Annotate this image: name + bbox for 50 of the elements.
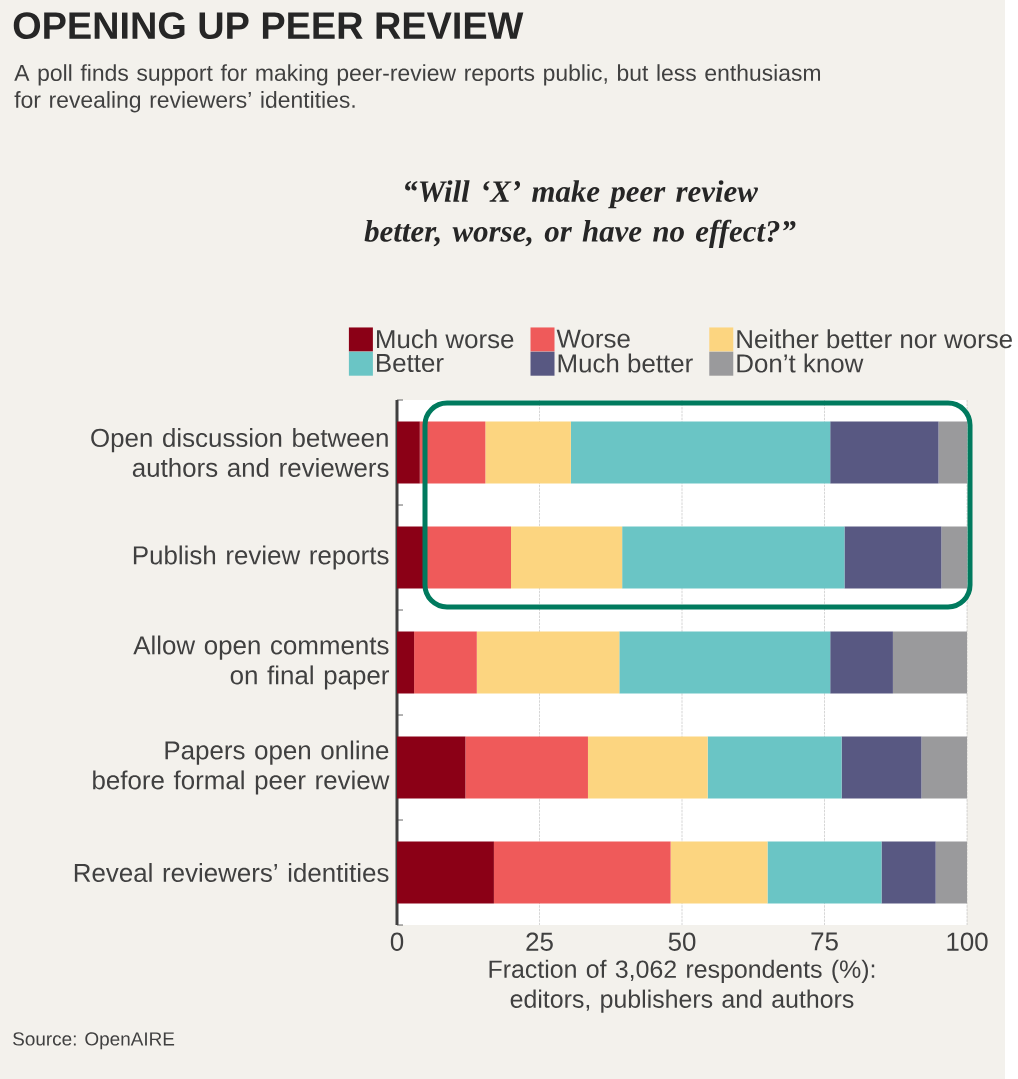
bar bbox=[941, 526, 967, 589]
x-axis-title: Fraction of 3,062 respondents (%): editors, publishers and authors bbox=[489, 959, 875, 1013]
y-tick-label: Allow open comments on final paper bbox=[133, 635, 389, 690]
bar bbox=[622, 526, 845, 589]
bar bbox=[670, 841, 768, 904]
x-tick-label: 50 bbox=[668, 932, 696, 951]
bar bbox=[892, 631, 967, 694]
bar bbox=[830, 421, 939, 484]
bar bbox=[485, 421, 571, 484]
bar bbox=[414, 631, 477, 694]
bar bbox=[707, 736, 842, 799]
x-tick-label: 75 bbox=[811, 932, 838, 951]
bar bbox=[938, 421, 967, 484]
bar bbox=[476, 631, 620, 694]
bar bbox=[935, 841, 967, 904]
bar bbox=[844, 526, 942, 589]
y-tick-label: Publish review reports bbox=[133, 545, 389, 570]
bar bbox=[587, 736, 708, 799]
legend-label: Better bbox=[376, 354, 444, 373]
bar bbox=[881, 841, 936, 904]
bar bbox=[396, 841, 494, 904]
bar bbox=[396, 421, 420, 484]
legend-label: Much worse bbox=[376, 329, 514, 349]
bar bbox=[619, 631, 831, 694]
bar bbox=[830, 631, 893, 694]
bar bbox=[510, 526, 623, 589]
legend-label: Much better bbox=[558, 353, 693, 373]
y-tick-label: Open discussion between authors and reviewers bbox=[91, 428, 389, 477]
text: “Will ‘X’ make peer review better, worse, or have no effect?” bbox=[364, 180, 796, 249]
bar bbox=[465, 736, 588, 799]
bar bbox=[570, 421, 831, 484]
bar bbox=[767, 841, 882, 904]
source-note: Source: OpenAIRE bbox=[13, 1032, 175, 1050]
legend-label: Neither better nor worse bbox=[737, 329, 1012, 349]
x-tick-label: 100 bbox=[947, 932, 988, 951]
chart-title: OPENING UP PEER REVIEW bbox=[13, 12, 524, 40]
x-tick-label: 0 bbox=[390, 932, 404, 951]
y-tick-label: Papers open online before formal peer review bbox=[93, 740, 390, 795]
bar bbox=[396, 631, 415, 694]
chart-subtitle: A poll finds support for making peer-review reports public, but less enthusiasm for revealing reviewers’ identities. bbox=[14, 64, 820, 113]
y-tick-label: Reveal reviewers’ identities bbox=[74, 863, 389, 883]
legend-label: Don’t know bbox=[737, 353, 864, 373]
bar bbox=[921, 736, 967, 799]
bar bbox=[841, 736, 922, 799]
bar bbox=[425, 526, 511, 589]
legend-label: Worse bbox=[556, 329, 630, 348]
bar bbox=[419, 421, 486, 484]
bar bbox=[396, 736, 466, 799]
bar bbox=[493, 841, 671, 904]
x-tick-label: 25 bbox=[526, 932, 553, 951]
